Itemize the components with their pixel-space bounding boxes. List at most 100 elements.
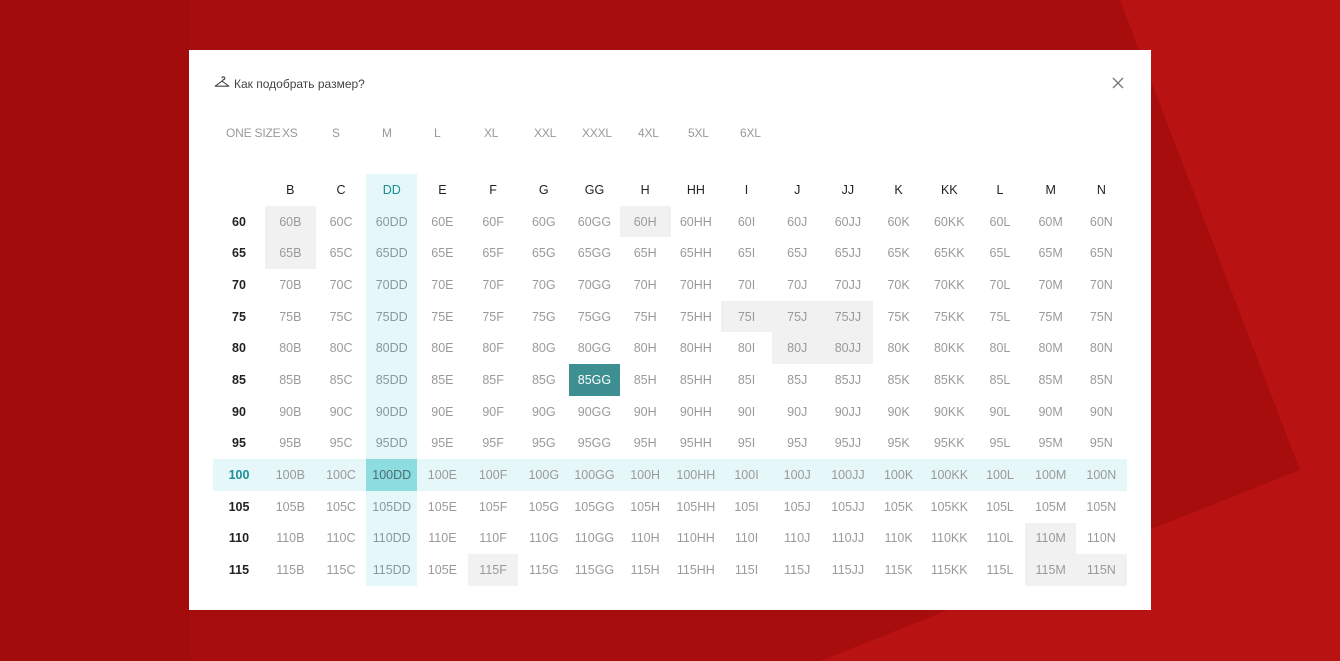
size-cell-100gg[interactable]: 100GG — [569, 459, 620, 491]
size-cell-110g[interactable]: 110G — [528, 531, 559, 546]
size-cell-65jj[interactable]: 65JJ — [834, 246, 862, 261]
size-cell-65h[interactable]: 65H — [633, 246, 657, 261]
size-cell-70k[interactable]: 70K — [887, 277, 910, 292]
size-cell-115jj[interactable]: 115JJ — [831, 563, 865, 578]
size-cell-85hh[interactable]: 85HH — [679, 372, 712, 387]
size-cell-75g[interactable]: 75G — [531, 309, 556, 324]
size-cell-105kk[interactable]: 105KK — [930, 499, 969, 514]
size-cell-85i[interactable]: 85I — [737, 372, 756, 387]
size-cell-70e[interactable]: 70E — [431, 277, 454, 292]
size-cell-90f[interactable]: 90F — [482, 404, 504, 419]
size-cell-115h[interactable]: 115H — [630, 563, 660, 578]
size-cell-65i[interactable]: 65I — [737, 246, 756, 261]
size-cell-100h[interactable]: 100H — [619, 459, 671, 491]
size-cell-90k[interactable]: 90K — [887, 404, 910, 419]
size-cell-95l[interactable]: 95L — [989, 436, 1011, 451]
size-tab-4xl[interactable]: 4XL — [638, 126, 659, 140]
size-cell-80j[interactable]: 80J — [771, 332, 823, 365]
size-cell-60kk[interactable]: 60KK — [933, 214, 965, 229]
size-cell-75i[interactable]: 75I — [721, 300, 772, 333]
size-cell-95i[interactable]: 95I — [737, 436, 756, 451]
size-cell-100i[interactable]: 100I — [721, 459, 772, 491]
size-cell-100m[interactable]: 100M — [1025, 459, 1076, 491]
size-cell-80gg[interactable]: 80GG — [577, 341, 612, 356]
size-cell-100kk[interactable]: 100KK — [923, 459, 975, 491]
size-cell-60b[interactable]: 60B — [265, 205, 316, 238]
size-cell-85k[interactable]: 85K — [887, 372, 910, 387]
size-cell-100dd[interactable]: 100DD — [366, 459, 418, 491]
size-cell-110c[interactable]: 110C — [326, 531, 356, 546]
size-cell-115g[interactable]: 115G — [528, 563, 559, 578]
size-cell-100k[interactable]: 100K — [873, 459, 924, 491]
size-cell-115f[interactable]: 115F — [467, 554, 519, 586]
size-cell-80m[interactable]: 80M — [1038, 341, 1063, 356]
size-cell-65j[interactable]: 65J — [787, 246, 808, 261]
size-cell-75c[interactable]: 75C — [329, 309, 353, 324]
size-cell-115k[interactable]: 115K — [884, 563, 913, 578]
size-tab-xxl[interactable]: XXL — [534, 126, 557, 140]
size-cell-80g[interactable]: 80G — [531, 341, 556, 356]
size-cell-70n[interactable]: 70N — [1089, 277, 1113, 292]
size-tab-s[interactable]: S — [332, 126, 340, 140]
size-cell-105k[interactable]: 105K — [883, 499, 914, 514]
size-cell-100l[interactable]: 100L — [974, 459, 1026, 491]
size-tab-xxxl[interactable]: XXXL — [582, 126, 612, 140]
size-cell-110l[interactable]: 110L — [986, 531, 1014, 546]
size-cell-90hh[interactable]: 90HH — [679, 404, 712, 419]
size-cell-60hh[interactable]: 60HH — [679, 214, 712, 229]
modal-title[interactable]: Как подобрать размер? — [234, 76, 365, 91]
size-cell-65hh[interactable]: 65HH — [679, 246, 712, 261]
size-cell-70gg[interactable]: 70GG — [577, 277, 612, 292]
size-cell-75k[interactable]: 75K — [887, 309, 910, 324]
size-cell-95h[interactable]: 95H — [633, 436, 657, 451]
size-cell-90dd[interactable]: 90DD — [366, 395, 418, 428]
size-cell-90h[interactable]: 90H — [633, 404, 657, 419]
size-cell-65c[interactable]: 65C — [329, 246, 353, 261]
size-cell-75hh[interactable]: 75HH — [679, 309, 712, 324]
size-cell-80e[interactable]: 80E — [431, 341, 454, 356]
size-cell-95kk[interactable]: 95KK — [933, 436, 965, 451]
size-cell-110k[interactable]: 110K — [884, 531, 913, 546]
size-cell-95j[interactable]: 95J — [787, 436, 808, 451]
size-cell-105dd[interactable]: 105DD — [366, 490, 418, 523]
size-cell-115gg[interactable]: 115GG — [574, 563, 615, 578]
size-cell-110kk[interactable]: 110KK — [930, 531, 968, 546]
size-cell-105hh[interactable]: 105HH — [676, 499, 716, 514]
size-cell-85gg[interactable]: 85GG — [569, 364, 620, 396]
size-cell-60j[interactable]: 60J — [787, 214, 808, 229]
size-cell-65n[interactable]: 65N — [1089, 246, 1113, 261]
size-cell-115kk[interactable]: 115KK — [930, 563, 968, 578]
size-cell-105l[interactable]: 105L — [986, 499, 1014, 514]
size-cell-70l[interactable]: 70L — [989, 277, 1011, 292]
size-cell-110jj[interactable]: 110JJ — [831, 531, 865, 546]
size-cell-105e[interactable]: 105E — [427, 499, 457, 514]
size-cell-60dd[interactable]: 60DD — [366, 205, 418, 238]
size-cell-60gg[interactable]: 60GG — [577, 214, 612, 229]
size-tab-l[interactable]: L — [434, 126, 441, 140]
size-cell-70kk[interactable]: 70KK — [933, 277, 965, 292]
size-cell-65b[interactable]: 65B — [265, 237, 316, 270]
size-cell-75e[interactable]: 75E — [431, 309, 454, 324]
size-cell-90gg[interactable]: 90GG — [577, 404, 612, 419]
size-cell-110b[interactable]: 110B — [276, 531, 305, 546]
size-cell-65k[interactable]: 65K — [887, 246, 910, 261]
size-cell-105g[interactable]: 105G — [528, 499, 560, 514]
size-cell-95k[interactable]: 95K — [887, 436, 910, 451]
size-cell-115b[interactable]: 115B — [276, 563, 305, 578]
size-cell-115c[interactable]: 115C — [326, 563, 356, 578]
size-cell-80kk[interactable]: 80KK — [933, 341, 965, 356]
size-cell-100hh[interactable]: 100HH — [670, 459, 722, 491]
size-cell-90l[interactable]: 90L — [989, 404, 1011, 419]
size-cell-105b[interactable]: 105B — [275, 499, 305, 514]
size-cell-65kk[interactable]: 65KK — [933, 246, 965, 261]
size-cell-85jj[interactable]: 85JJ — [834, 372, 862, 387]
size-cell-90kk[interactable]: 90KK — [933, 404, 965, 419]
size-cell-100n[interactable]: 100N — [1076, 459, 1127, 491]
close-icon[interactable] — [1111, 76, 1125, 90]
size-cell-70i[interactable]: 70I — [737, 277, 756, 292]
size-cell-70jj[interactable]: 70JJ — [834, 277, 862, 292]
size-cell-65l[interactable]: 65L — [989, 246, 1011, 261]
size-cell-60g[interactable]: 60G — [531, 214, 556, 229]
size-cell-105m[interactable]: 105M — [1035, 499, 1067, 514]
size-cell-85m[interactable]: 85M — [1038, 372, 1063, 387]
